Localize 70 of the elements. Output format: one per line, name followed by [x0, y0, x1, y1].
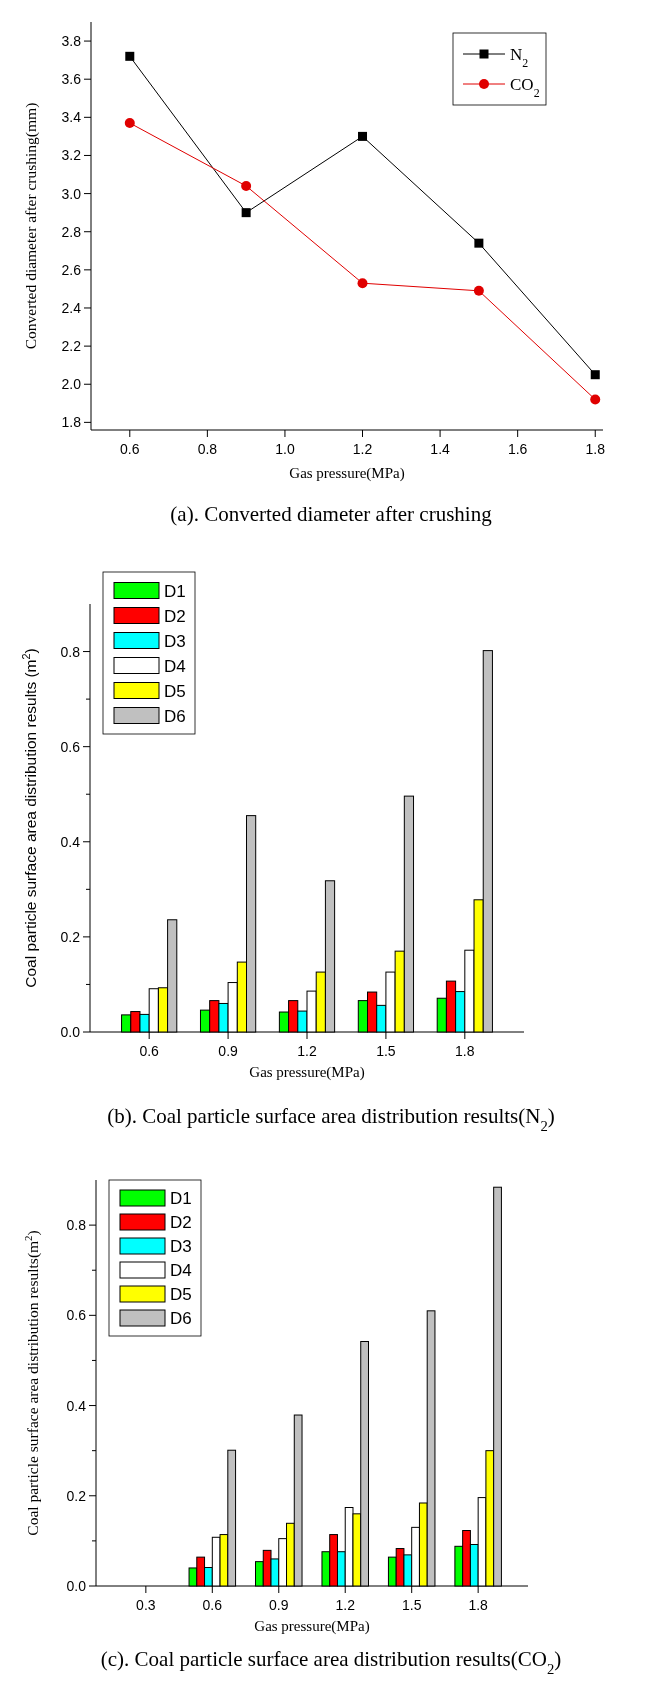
- x-tick-label: 0.9: [269, 1597, 289, 1613]
- y-tick-label: 2.4: [61, 299, 82, 316]
- x-tick-label: 1.2: [352, 441, 373, 457]
- y-tick-label: 0.4: [66, 1397, 87, 1414]
- point: [474, 238, 484, 248]
- text: (a). Converted diameter after crushing: [170, 502, 493, 526]
- point: [241, 180, 252, 191]
- point: [124, 118, 135, 129]
- x-tick-label: 0.9: [218, 1043, 239, 1059]
- legend-label: D5: [164, 681, 186, 701]
- y-tick-label: 1.8: [61, 414, 82, 431]
- y-tick-label: 0.2: [60, 928, 81, 945]
- x-tick-label: 1.8: [468, 1597, 489, 1613]
- legend-label: D6: [164, 706, 186, 726]
- y-tick-label: 3.0: [61, 185, 82, 202]
- y-tick-label: 0.6: [60, 738, 81, 755]
- y-tick-label: 2.6: [61, 261, 82, 278]
- legend-label: D1: [164, 581, 186, 601]
- x-axis-title: Gas pressure(MPa): [249, 1064, 365, 1081]
- legend-label: N$_{2}$: [510, 45, 529, 70]
- x-tick-label: 1.6: [507, 441, 528, 457]
- x-tick-label: 1.5: [376, 1043, 396, 1059]
- y-tick-label: 3.2: [61, 147, 82, 164]
- legend-label: D5: [170, 1285, 192, 1304]
- point: [590, 394, 601, 405]
- x-tick-label: 1.4: [430, 441, 451, 457]
- y-tick-label: 3.6: [61, 71, 82, 88]
- x-tick-label: 0.6: [139, 1043, 160, 1059]
- point: [241, 208, 251, 218]
- y-tick-label: 3.4: [61, 109, 82, 126]
- x-tick-label: 1.0: [275, 441, 295, 457]
- y-tick-label: 0.2: [66, 1487, 87, 1504]
- point: [473, 285, 484, 296]
- x-axis-title: Gas pressure(MPa): [254, 1618, 370, 1635]
- x-axis-title: Gas pressure(MPa): [289, 465, 405, 482]
- point: [590, 370, 600, 380]
- text: (b). Coal particle surface area distribution results(N$_{2}$): [107, 1104, 555, 1134]
- point: [125, 51, 135, 61]
- legend-label: D6: [170, 1309, 192, 1328]
- y-tick-label: 2.8: [61, 223, 82, 240]
- legend-label: D4: [170, 1261, 192, 1280]
- y-tick-label: 0.8: [66, 1217, 87, 1234]
- x-tick-label: 1.5: [401, 1597, 422, 1613]
- y-tick-label: 0.4: [60, 833, 81, 850]
- x-tick-label: 1.2: [335, 1597, 356, 1613]
- legend-label: D2: [170, 1213, 192, 1232]
- legend-label: D3: [170, 1237, 192, 1256]
- legend-label: D2: [164, 606, 186, 626]
- point: [357, 278, 368, 289]
- y-tick-label: 2.0: [61, 376, 82, 393]
- point: [358, 131, 368, 141]
- legend-label: CO$_{2}$: [510, 75, 540, 100]
- y-tick-label: 3.8: [61, 33, 82, 50]
- legend-label: D3: [164, 631, 186, 651]
- y-tick-label: 0.0: [66, 1578, 87, 1594]
- x-tick-label: 0.8: [197, 441, 218, 457]
- y-tick-label: 0.8: [60, 643, 81, 660]
- x-tick-label: 0.6: [202, 1597, 223, 1613]
- x-tick-label: 0.6: [120, 441, 140, 457]
- y-tick-label: 2.2: [61, 338, 82, 355]
- x-tick-label: 1.2: [297, 1043, 317, 1059]
- legend-label: D1: [170, 1189, 192, 1208]
- x-tick-label: 1.8: [455, 1043, 475, 1059]
- y-axis-title: Converted diameter after crushing(mm): [22, 102, 40, 350]
- y-tick-label: 0.0: [60, 1024, 81, 1040]
- x-tick-label: 0.3: [136, 1597, 156, 1613]
- text: (c). Coal particle surface area distribution results(CO$_{2}$): [100, 1647, 562, 1677]
- y-tick-label: 0.6: [66, 1307, 87, 1324]
- legend-label: D4: [164, 656, 186, 676]
- x-tick-label: 1.8: [585, 441, 606, 457]
